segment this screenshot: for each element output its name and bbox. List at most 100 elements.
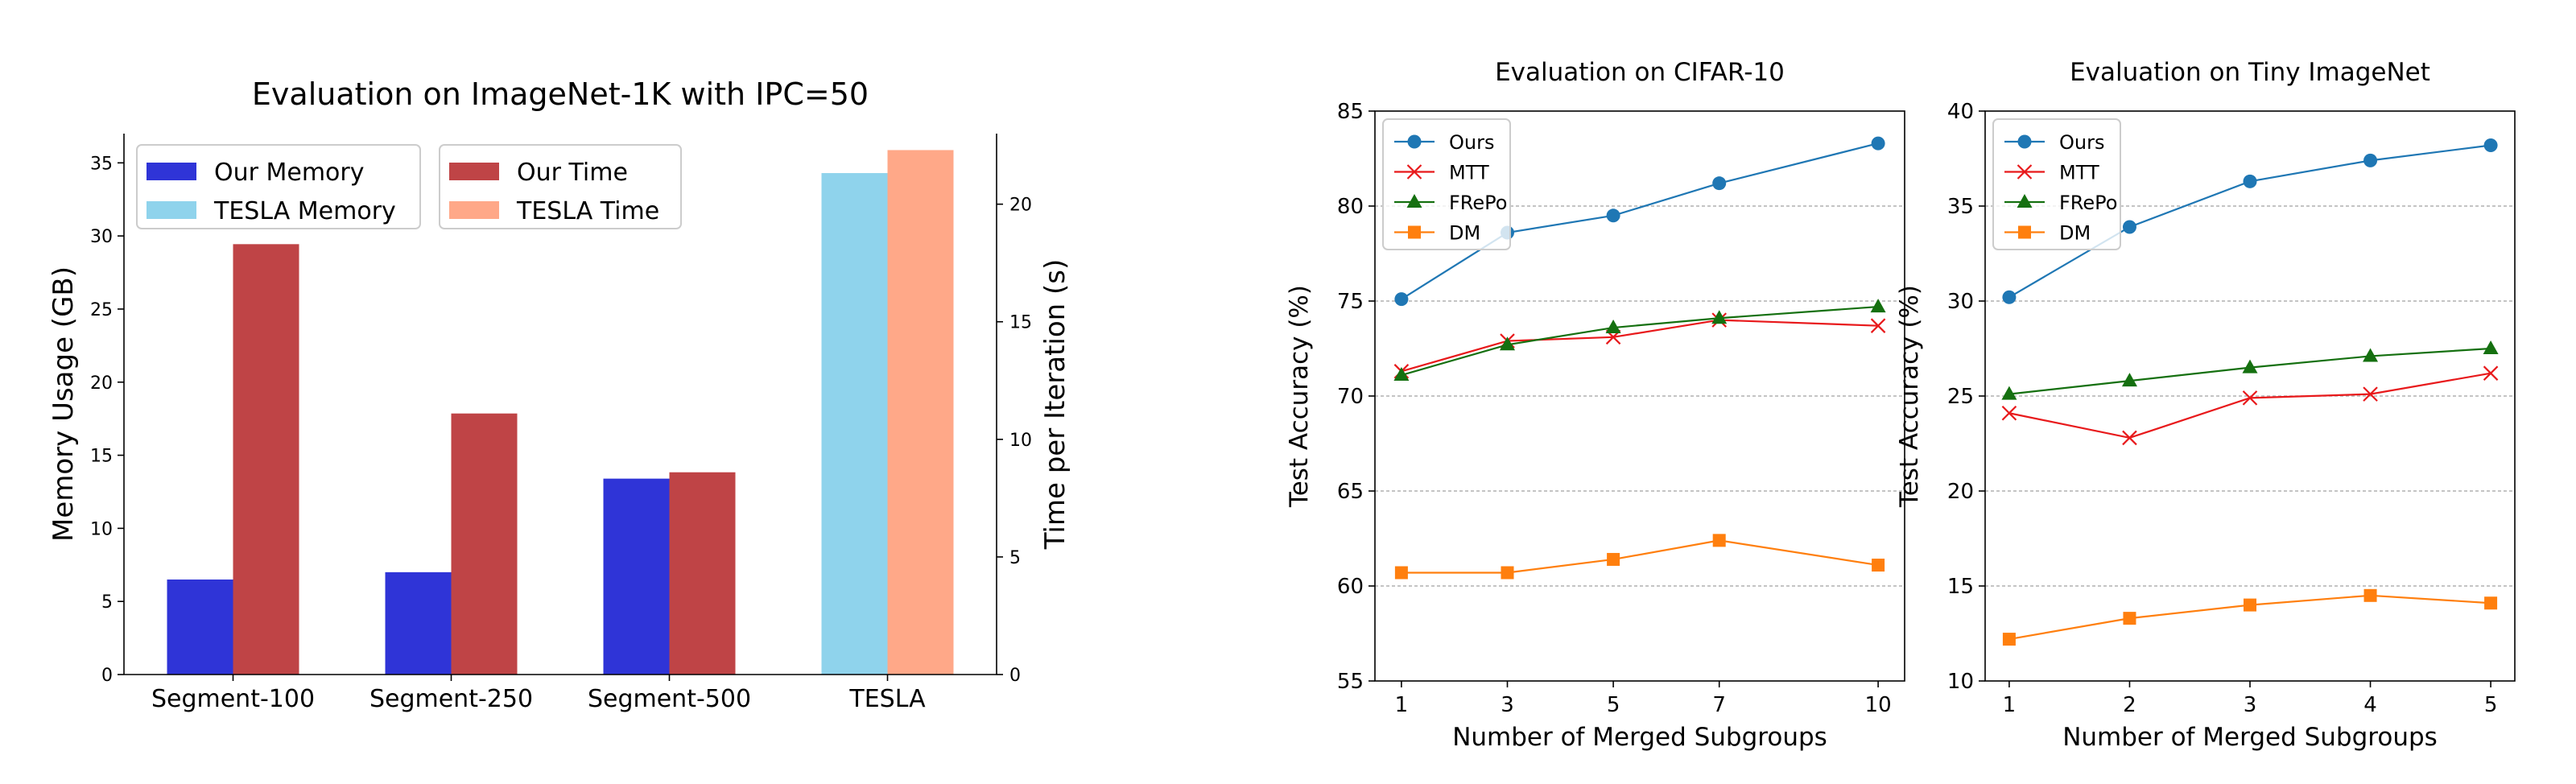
point-dm [2363,588,2377,602]
legend-label: FRePo [1449,192,1507,214]
y-tick-label: 25 [90,300,113,320]
point-frepo [2363,348,2379,362]
point-mtt [2242,390,2258,406]
legend-label: FRePo [2059,192,2117,214]
y-tick-label: 10 [1947,670,1974,694]
y2-axis-label: Time per Iteration (s) [1039,259,1071,551]
point-ours [1606,208,1620,223]
x-tick-label: TESLA [848,685,926,713]
y-tick-label: 85 [1337,100,1364,124]
legend-marker-frepo [2017,194,2033,208]
y-tick-label: 25 [1947,385,1974,409]
y-tick-label: 15 [90,447,113,467]
point-dm [1607,552,1620,566]
series-line-mtt [2008,372,2491,439]
y2-tick-label: 0 [1009,666,1021,686]
chart-title: Evaluation on Tiny ImageNet [2070,58,2430,87]
y-tick-label: 30 [90,227,113,247]
legend-swatch [449,163,499,180]
y2-tick-label: 10 [1009,431,1032,451]
x-tick-label: 5 [1607,693,1620,717]
point-dm [1394,566,1408,580]
point-ours [1712,176,1727,191]
legend-box [1992,118,2121,250]
y-tick-label: 70 [1337,385,1364,409]
y-tick-label: 10 [90,519,113,539]
point-frepo [1870,299,1886,313]
y-axis-label: Test Accuracy (%) [1895,285,1924,508]
point-frepo [1605,320,1621,334]
legend-marker-dm [2018,225,2031,239]
x-tick-label: 4 [2363,693,2377,717]
y2-tick-label: 15 [1009,313,1032,333]
point-dm [1501,566,1514,580]
bar-our-time [451,413,518,675]
chart-title: Evaluation on ImageNet-1K with IPC=50 [252,76,869,112]
x-tick-label: 7 [1712,693,1726,717]
x-axis-label: Number of Merged Subgroups [1452,723,1827,752]
point-ours [2002,290,2017,304]
point-ours [2243,174,2257,188]
point-frepo [1711,310,1728,324]
point-ours [1871,136,1885,151]
legend-swatch [147,163,196,180]
point-ours [2363,153,2378,167]
legend-label: MTT [1449,162,1489,184]
y-tick-label: 15 [1947,575,1974,599]
point-mtt [2483,365,2499,381]
bar-tesla-time [887,150,954,675]
legend-label: TESLA Memory [213,197,396,225]
point-dm [2484,596,2498,610]
y-tick-label: 65 [1337,480,1364,504]
bar-our-time [233,244,299,675]
y-tick-label: 60 [1337,575,1364,599]
x-tick-label: 10 [1865,693,1892,717]
point-mtt [1870,318,1886,333]
x-tick-label: Segment-250 [369,685,533,713]
legend-label: Ours [2059,131,2104,154]
y-tick-label: 80 [1337,195,1364,219]
bar-our-time [669,472,736,675]
y-tick-label: 35 [90,154,113,174]
point-frepo [2242,359,2258,373]
y-axis-label: Memory Usage (GB) [47,266,80,542]
bar-our-memory [603,478,670,675]
legend-box [1382,118,1511,250]
point-frepo [1500,336,1515,351]
point-dm [2002,633,2016,646]
x-tick-label: 3 [1501,693,1514,717]
point-frepo [2483,340,2499,354]
x-tick-label: 1 [2003,693,2017,717]
point-mtt [2122,430,2137,446]
legend-label: Our Memory [214,159,365,187]
y-tick-label: 75 [1337,290,1364,314]
y-axis-label: Test Accuracy (%) [1285,285,1314,508]
x-tick-label: 3 [2244,693,2257,717]
series-line-frepo [1401,305,1879,377]
x-tick-label: 1 [1395,693,1409,717]
legend-marker-ours [1407,134,1422,149]
point-dm [1712,534,1726,547]
series-line-mtt [1401,319,1879,373]
y2-tick-label: 5 [1009,548,1021,568]
y-tick-label: 5 [101,592,113,613]
x-tick-label: 5 [2484,693,2498,717]
series-line-dm [1401,539,1879,574]
x-tick-label: 2 [2123,693,2136,717]
y-tick-label: 0 [101,666,113,686]
x-axis-label: Number of Merged Subgroups [2062,723,2438,752]
chart-title: Evaluation on CIFAR-10 [1495,58,1785,87]
x-tick-label: Segment-100 [151,685,315,713]
legend-label: DM [1449,222,1480,245]
legend-label: DM [2059,222,2091,245]
point-mtt [2001,405,2017,421]
point-dm [2244,598,2256,612]
legend-marker-mtt [2017,164,2033,179]
point-ours [1394,292,1409,307]
bar-our-memory [385,571,452,675]
point-frepo [1393,367,1410,382]
legend-box [136,144,421,229]
legend-label: Ours [1449,131,1494,154]
y-tick-label: 20 [90,373,113,394]
